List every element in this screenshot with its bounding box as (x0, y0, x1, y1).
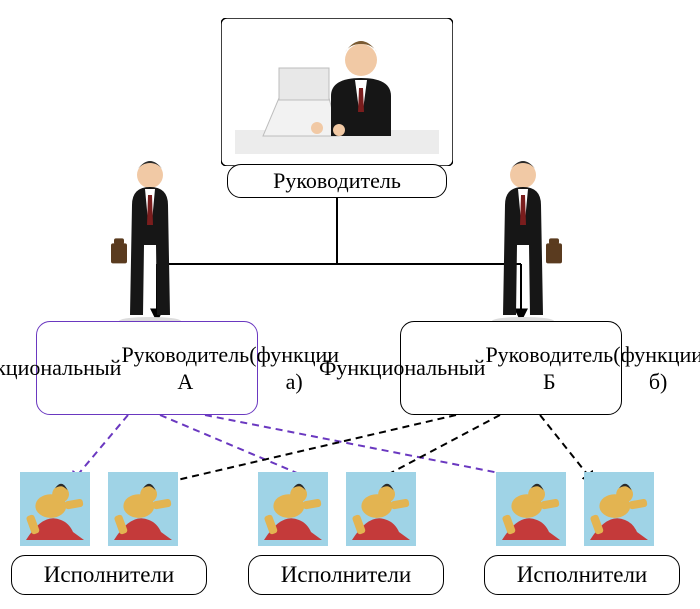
figure-executor-6 (584, 472, 654, 546)
node-label-line: (функции б) (613, 341, 700, 396)
node-exec-2: Исполнители (248, 555, 444, 595)
figure-executor-1 (20, 472, 90, 546)
figure-executor-4 (346, 472, 416, 546)
node-exec-1: Исполнители (11, 555, 207, 595)
figure-boss (221, 18, 453, 166)
node-func-b: ФункциональныйРуководитель Б(функции б) (400, 321, 622, 415)
node-exec-3: Исполнители (484, 555, 680, 595)
node-label-line: Руководитель Б (485, 341, 613, 396)
node-label-line: Руководитель А (121, 341, 249, 396)
node-label-line: Функциональный (319, 354, 485, 382)
node-top-leader: Руководитель (227, 164, 447, 198)
figure-executor-3 (258, 472, 328, 546)
node-label-line: Функциональный (0, 354, 121, 382)
node-label: Руководитель (273, 167, 401, 195)
figure-manager-a (107, 155, 193, 325)
figure-manager-b (480, 155, 566, 325)
node-label: Исполнители (44, 561, 174, 590)
node-label: Исполнители (281, 561, 411, 590)
figure-executor-5 (496, 472, 566, 546)
node-func-a: ФункциональныйРуководитель А(функции а) (36, 321, 258, 415)
figure-executor-2 (108, 472, 178, 546)
node-label: Исполнители (517, 561, 647, 590)
